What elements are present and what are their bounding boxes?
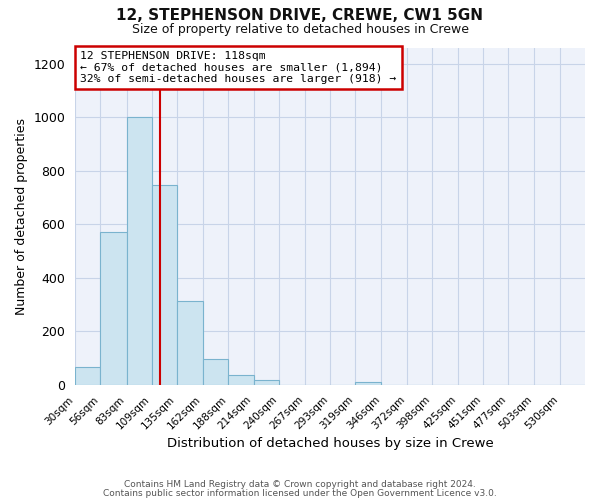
Bar <box>355 382 382 385</box>
Text: 12, STEPHENSON DRIVE, CREWE, CW1 5GN: 12, STEPHENSON DRIVE, CREWE, CW1 5GN <box>116 8 484 22</box>
Y-axis label: Number of detached properties: Number of detached properties <box>15 118 28 314</box>
Bar <box>229 374 254 385</box>
Text: Size of property relative to detached houses in Crewe: Size of property relative to detached ho… <box>131 22 469 36</box>
Text: 12 STEPHENSON DRIVE: 118sqm
← 67% of detached houses are smaller (1,894)
32% of : 12 STEPHENSON DRIVE: 118sqm ← 67% of det… <box>80 51 397 84</box>
Bar <box>203 360 229 385</box>
Bar <box>100 232 127 385</box>
Bar <box>152 184 177 385</box>
Text: Contains public sector information licensed under the Open Government Licence v3: Contains public sector information licen… <box>103 488 497 498</box>
Bar <box>127 117 152 385</box>
Bar <box>254 380 279 385</box>
Bar <box>177 300 203 385</box>
X-axis label: Distribution of detached houses by size in Crewe: Distribution of detached houses by size … <box>167 437 493 450</box>
Text: Contains HM Land Registry data © Crown copyright and database right 2024.: Contains HM Land Registry data © Crown c… <box>124 480 476 489</box>
Bar <box>75 368 100 385</box>
